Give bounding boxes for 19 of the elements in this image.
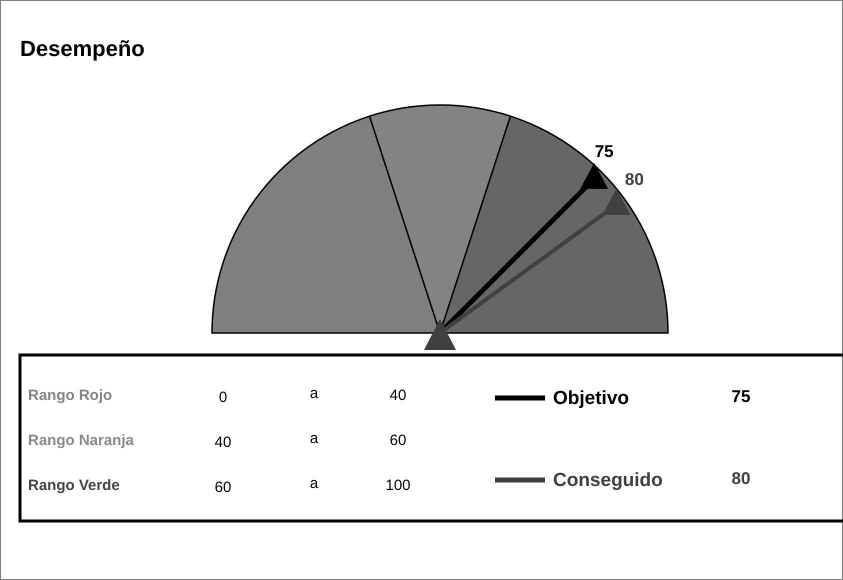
text: 100 xyxy=(385,477,411,494)
data-label: 80 xyxy=(732,469,750,488)
text: a xyxy=(310,430,319,447)
text: a xyxy=(310,475,319,492)
text: a xyxy=(310,385,319,402)
text: 40 xyxy=(390,387,406,404)
category-label: Conseguido xyxy=(553,470,663,491)
text: 75 xyxy=(594,142,614,161)
text: 60 xyxy=(214,479,232,496)
text: 60 xyxy=(390,432,406,449)
text: Rango Rojo xyxy=(28,387,112,404)
text: 40 xyxy=(214,434,232,451)
text: 0 xyxy=(218,389,228,406)
text: Rango Naranja xyxy=(28,432,135,449)
text: 80 xyxy=(624,170,644,189)
data-label: 75 xyxy=(732,387,750,406)
text: Rango Verde xyxy=(28,477,120,494)
text: Desempeño xyxy=(20,36,145,61)
category-label: Objetivo xyxy=(553,388,630,409)
